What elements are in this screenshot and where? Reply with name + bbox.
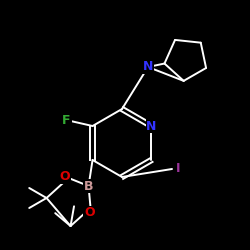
Text: B: B: [84, 180, 93, 192]
Text: O: O: [59, 170, 70, 183]
Text: N: N: [146, 120, 157, 132]
Text: O: O: [84, 206, 95, 220]
Text: F: F: [62, 114, 71, 126]
Text: I: I: [176, 162, 180, 175]
Text: N: N: [143, 60, 153, 74]
